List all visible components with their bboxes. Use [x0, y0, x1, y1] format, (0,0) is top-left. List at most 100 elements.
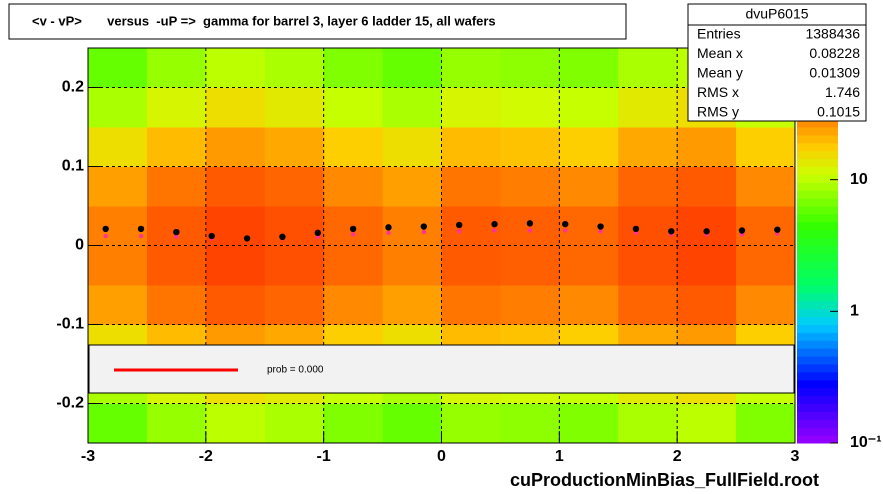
heat-cell: [441, 285, 501, 325]
stats-title: dvuP6015: [745, 6, 808, 22]
heat-cell: [559, 285, 619, 325]
profile-point: [774, 226, 781, 233]
stats-label: Entries: [697, 26, 741, 42]
heat-cell: [88, 48, 148, 88]
heat-cell: [559, 166, 619, 207]
title-box: [8, 3, 627, 40]
heat-cell: [736, 206, 796, 246]
stats-value: 0.08228: [809, 45, 860, 61]
heat-cell: [618, 285, 678, 325]
y-tick-label: 0: [75, 237, 84, 254]
y-tick-label: 0.2: [62, 79, 84, 96]
heat-cell: [736, 245, 796, 286]
heat-cell: [618, 87, 678, 128]
heat-cell: [500, 48, 560, 88]
heat-cell: [205, 245, 266, 286]
profile-point: [632, 225, 640, 233]
heat-cell: [264, 403, 325, 444]
heat-cell: [677, 245, 737, 286]
heat-cell: [323, 87, 384, 128]
heat-cell: [382, 206, 442, 246]
color-bar-step: [797, 150, 838, 160]
color-bar-step: [797, 419, 838, 428]
heat-cell: [559, 206, 619, 246]
color-bar-step: [797, 300, 838, 310]
heat-cell: [323, 127, 384, 167]
color-bar-step: [797, 395, 838, 404]
heat-cell: [382, 166, 442, 207]
heat-cell: [559, 245, 619, 286]
heat-cell: [559, 127, 619, 167]
heat-cell: [441, 87, 501, 128]
heat-cell: [146, 245, 207, 286]
profile-point: [243, 235, 251, 242]
profile-point: [314, 229, 321, 237]
heat-cell: [618, 127, 678, 167]
z-tick-label: 1: [850, 303, 859, 320]
profile-point: [491, 220, 498, 228]
heat-cell: [500, 166, 560, 207]
heat-cell: [88, 206, 148, 246]
color-bar-step: [797, 364, 838, 373]
color-bar-step: [797, 213, 838, 223]
stats-label: RMS y: [697, 104, 739, 120]
heat-cell: [382, 87, 442, 128]
heat-cell: [618, 206, 678, 246]
heat-cell: [441, 48, 501, 88]
stats-value: 1.746: [825, 84, 860, 100]
heat-cell: [88, 127, 148, 167]
footer: cuProductionMinBias_FullField.root: [510, 470, 819, 490]
profile-point: [279, 233, 286, 241]
color-bar-step: [797, 119, 838, 128]
heat-cell: [264, 245, 325, 286]
color-bar-step: [797, 221, 838, 231]
color-bar-step: [797, 245, 838, 254]
heat-cell: [323, 285, 384, 325]
heat-cell: [205, 285, 266, 325]
profile-point: [102, 225, 109, 233]
color-bar-step: [797, 142, 838, 152]
heat-cell: [736, 285, 796, 325]
profile-point: [563, 228, 568, 233]
profile-point: [597, 223, 604, 230]
color-bar-step: [797, 277, 838, 286]
color-bar-step: [797, 340, 838, 349]
heat-cell: [264, 285, 325, 325]
color-bar-step: [797, 371, 838, 381]
heat-cell: [500, 285, 560, 325]
heat-cell: [500, 245, 560, 286]
profile-point: [173, 228, 180, 236]
profile-point: [386, 230, 391, 236]
profile-point: [385, 224, 392, 231]
x-tick-label: -2: [199, 448, 213, 465]
heat-cell: [205, 166, 266, 207]
heat-cell: [618, 403, 678, 444]
profile-point: [703, 228, 710, 235]
heat-cell: [205, 127, 266, 167]
color-bar-step: [797, 332, 838, 341]
color-bar-step: [797, 348, 838, 357]
color-bar-step: [797, 356, 838, 365]
heat-cell: [146, 403, 207, 444]
color-bar-step: [797, 190, 838, 199]
x-tick-label: 3: [791, 448, 800, 465]
heat-cell: [146, 127, 207, 167]
x-tick-label: -1: [317, 448, 331, 465]
heat-cell: [146, 206, 207, 246]
stats-value: 0.1015: [817, 104, 860, 120]
heat-cell: [323, 166, 384, 207]
color-bar-step: [797, 182, 838, 191]
x-tick-label: -3: [81, 448, 95, 465]
color-bar-step: [797, 269, 838, 278]
color-bar-step: [797, 237, 838, 246]
heat-cell: [264, 127, 325, 167]
color-bar-step: [797, 198, 838, 207]
profile-point: [668, 228, 675, 235]
heat-cell: [677, 127, 737, 167]
heat-cell: [264, 166, 325, 207]
profile-point: [138, 233, 144, 239]
profile-point: [208, 232, 215, 240]
profile-point: [456, 229, 462, 234]
heat-cell: [500, 403, 560, 444]
x-tick-label: 0: [437, 448, 446, 465]
